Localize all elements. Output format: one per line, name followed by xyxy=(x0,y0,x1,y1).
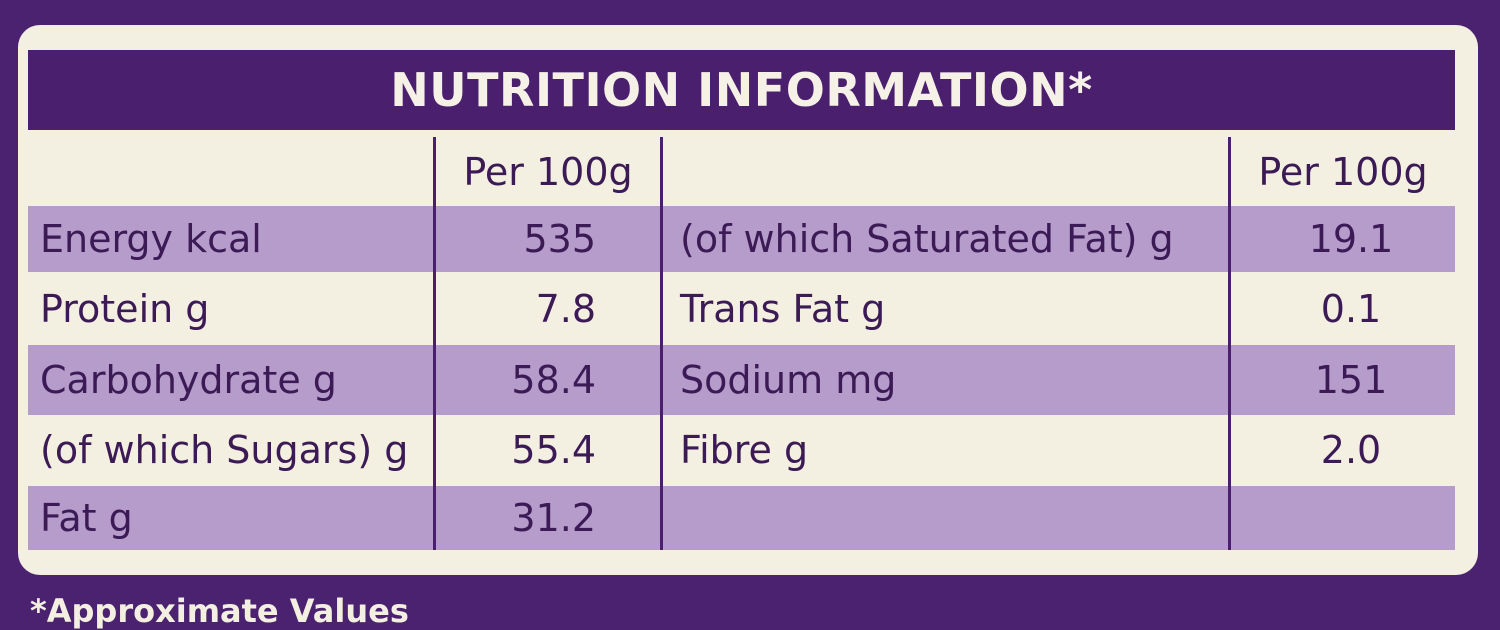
nutrient-label: Sodium mg xyxy=(680,358,897,402)
nutrient-label: (of which Saturated Fat) g xyxy=(680,217,1174,261)
column-divider xyxy=(1228,137,1231,550)
title-bar: NUTRITION INFORMATION* xyxy=(28,50,1455,130)
nutrient-value: 2.0 xyxy=(1320,428,1382,472)
column-divider xyxy=(433,137,436,550)
footnote: *Approximate Values xyxy=(30,592,409,630)
column-header: Per 100g xyxy=(463,150,633,194)
nutrient-value: 151 xyxy=(1314,358,1388,402)
column-header: Per 100g xyxy=(1258,150,1428,194)
nutrient-label: Protein g xyxy=(40,287,210,331)
nutrient-value: 535 xyxy=(523,217,596,261)
nutrient-value: 0.1 xyxy=(1320,287,1382,331)
nutrient-label: (of which Sugars) g xyxy=(40,428,409,472)
nutrient-value: 7.8 xyxy=(535,287,596,331)
nutrient-value: 55.4 xyxy=(511,428,596,472)
nutrient-value: 19.1 xyxy=(1308,217,1394,261)
nutrient-label: Energy kcal xyxy=(40,217,262,261)
nutrient-label: Fibre g xyxy=(680,428,809,472)
row-band xyxy=(28,486,1455,550)
nutrient-value: 58.4 xyxy=(511,358,596,402)
nutrient-value: 31.2 xyxy=(511,496,596,540)
row-band xyxy=(28,206,1455,272)
nutrient-label: Carbohydrate g xyxy=(40,358,337,402)
column-divider xyxy=(660,137,663,550)
nutrient-label: Trans Fat g xyxy=(680,287,886,331)
nutrient-label: Fat g xyxy=(40,496,133,540)
row-band xyxy=(28,345,1455,415)
